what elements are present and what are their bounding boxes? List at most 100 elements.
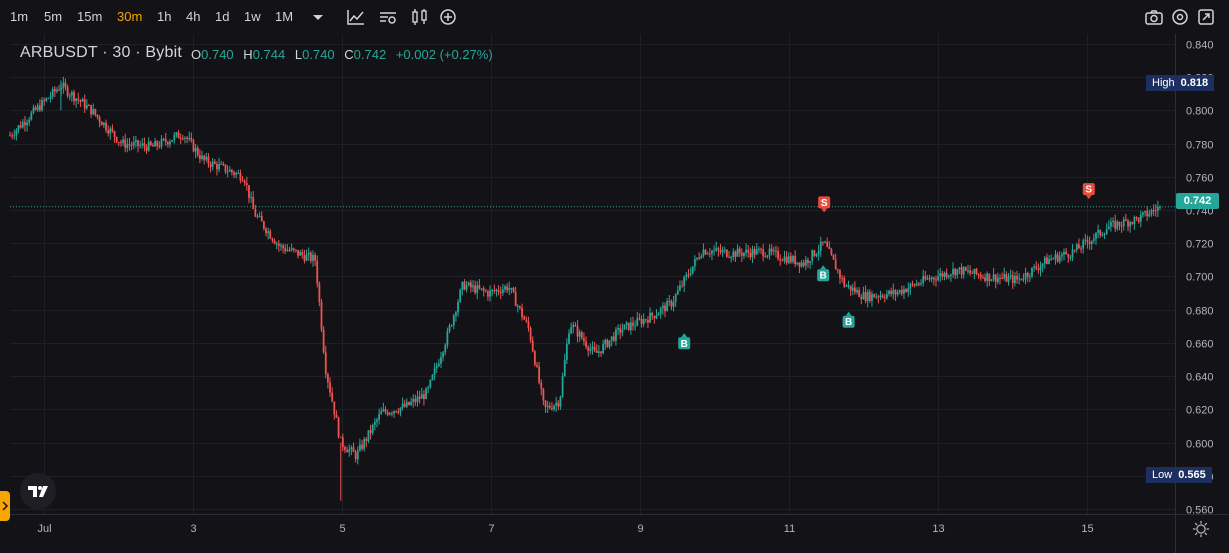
candle-body <box>986 273 989 281</box>
candle-body <box>186 137 188 140</box>
timeframe-1w[interactable]: 1w <box>244 9 261 24</box>
timeframe-1d[interactable]: 1d <box>215 9 230 24</box>
candle-body <box>226 171 229 173</box>
candle-body <box>24 122 26 126</box>
candle-body <box>1003 274 1006 279</box>
change-value: +0.002 (+0.27%) <box>395 47 493 62</box>
candle-body <box>693 259 696 267</box>
candle-body <box>888 290 890 294</box>
candle-body <box>482 288 485 291</box>
candle-body <box>15 129 18 136</box>
candle-body <box>704 249 707 255</box>
candle-body <box>666 301 669 312</box>
x-tick-label: 7 <box>488 523 494 535</box>
candle-body <box>1122 219 1125 227</box>
candle-body <box>34 107 37 110</box>
candle-body <box>881 295 884 298</box>
candle-body <box>800 262 803 267</box>
candle-body <box>476 285 479 293</box>
candle-body <box>267 231 270 234</box>
y-tick-label: 0.720 <box>1186 239 1214 251</box>
candle-body <box>510 287 513 289</box>
y-tick-label: 0.640 <box>1186 372 1214 384</box>
y-tick-label: 0.760 <box>1186 173 1214 185</box>
tradingview-logo[interactable] <box>20 473 56 509</box>
axis-settings-icon[interactable] <box>1192 520 1210 538</box>
camera-icon[interactable] <box>1144 7 1164 27</box>
candle-body <box>339 436 342 438</box>
candle-body <box>585 341 587 347</box>
add-icon[interactable] <box>438 7 458 27</box>
candle-body <box>676 290 679 295</box>
candle-body <box>828 246 831 250</box>
candle-body <box>975 268 978 274</box>
candle-body <box>875 296 878 298</box>
buy-marker-pointer <box>681 333 688 338</box>
fullscreen-icon[interactable] <box>1196 7 1216 27</box>
candle-body <box>612 336 615 341</box>
timeframe-1M[interactable]: 1M <box>275 9 294 24</box>
timeframe-1m[interactable]: 1m <box>10 9 29 24</box>
timeframe-5m[interactable]: 5m <box>44 9 63 24</box>
candle-body <box>446 331 449 346</box>
candle-body <box>128 144 131 146</box>
candle-body <box>130 144 133 146</box>
candle-body <box>307 252 310 255</box>
candle-body <box>608 340 611 347</box>
candle-body <box>207 156 210 164</box>
candle-body <box>696 257 698 260</box>
candle-body <box>318 283 321 303</box>
candle-body <box>1041 263 1044 267</box>
candle-body <box>254 209 257 217</box>
candle-body <box>984 277 986 281</box>
candle-body <box>1054 254 1057 259</box>
candle-body <box>64 82 67 87</box>
candle-body <box>262 221 265 229</box>
candle-body <box>629 322 632 331</box>
candle-body <box>606 340 609 347</box>
candle-body <box>280 245 282 247</box>
timeframe-30m[interactable]: 30m <box>117 9 143 24</box>
chart-settings-icon[interactable] <box>378 7 398 27</box>
candle-body <box>1137 217 1140 222</box>
candle-body <box>282 245 284 249</box>
candle-body <box>132 142 135 146</box>
candle-body <box>1011 275 1014 284</box>
candle-body <box>301 251 304 256</box>
timeframe-4h[interactable]: 4h <box>186 9 201 24</box>
timeframe-15m[interactable]: 15m <box>77 9 103 24</box>
candle-body <box>1056 254 1059 262</box>
low-badge-label: Low <box>1146 467 1177 483</box>
candle-body <box>397 412 400 414</box>
side-panel-toggle[interactable] <box>0 491 10 521</box>
timeframe-1h[interactable]: 1h <box>157 9 172 24</box>
candle-body <box>1037 268 1040 270</box>
candle-body <box>683 276 686 286</box>
candle-body <box>90 105 92 115</box>
candle-body <box>1033 266 1036 268</box>
indicators-icon[interactable] <box>346 7 366 27</box>
candle-body <box>821 241 824 243</box>
candle-body <box>499 291 502 294</box>
candles-icon[interactable] <box>410 7 430 27</box>
candle-body <box>787 256 790 264</box>
candle-body <box>644 319 647 321</box>
candle-body <box>548 405 551 408</box>
candle-body <box>715 248 718 251</box>
candle-body <box>789 256 792 262</box>
buy-marker-box <box>678 337 691 350</box>
candle-body <box>879 295 882 298</box>
candle-body <box>924 276 927 280</box>
candle-body <box>286 249 289 252</box>
candle-body <box>619 328 622 333</box>
candle-body <box>826 241 829 247</box>
candle-body <box>681 285 683 287</box>
settings-icon[interactable] <box>1170 7 1190 27</box>
candle-body <box>181 138 184 140</box>
candle-body <box>271 238 274 241</box>
dropdown-arrow-icon[interactable] <box>308 7 328 27</box>
y-tick-label: 0.620 <box>1186 405 1214 417</box>
candle-body <box>455 312 457 316</box>
candle-body <box>743 252 745 256</box>
